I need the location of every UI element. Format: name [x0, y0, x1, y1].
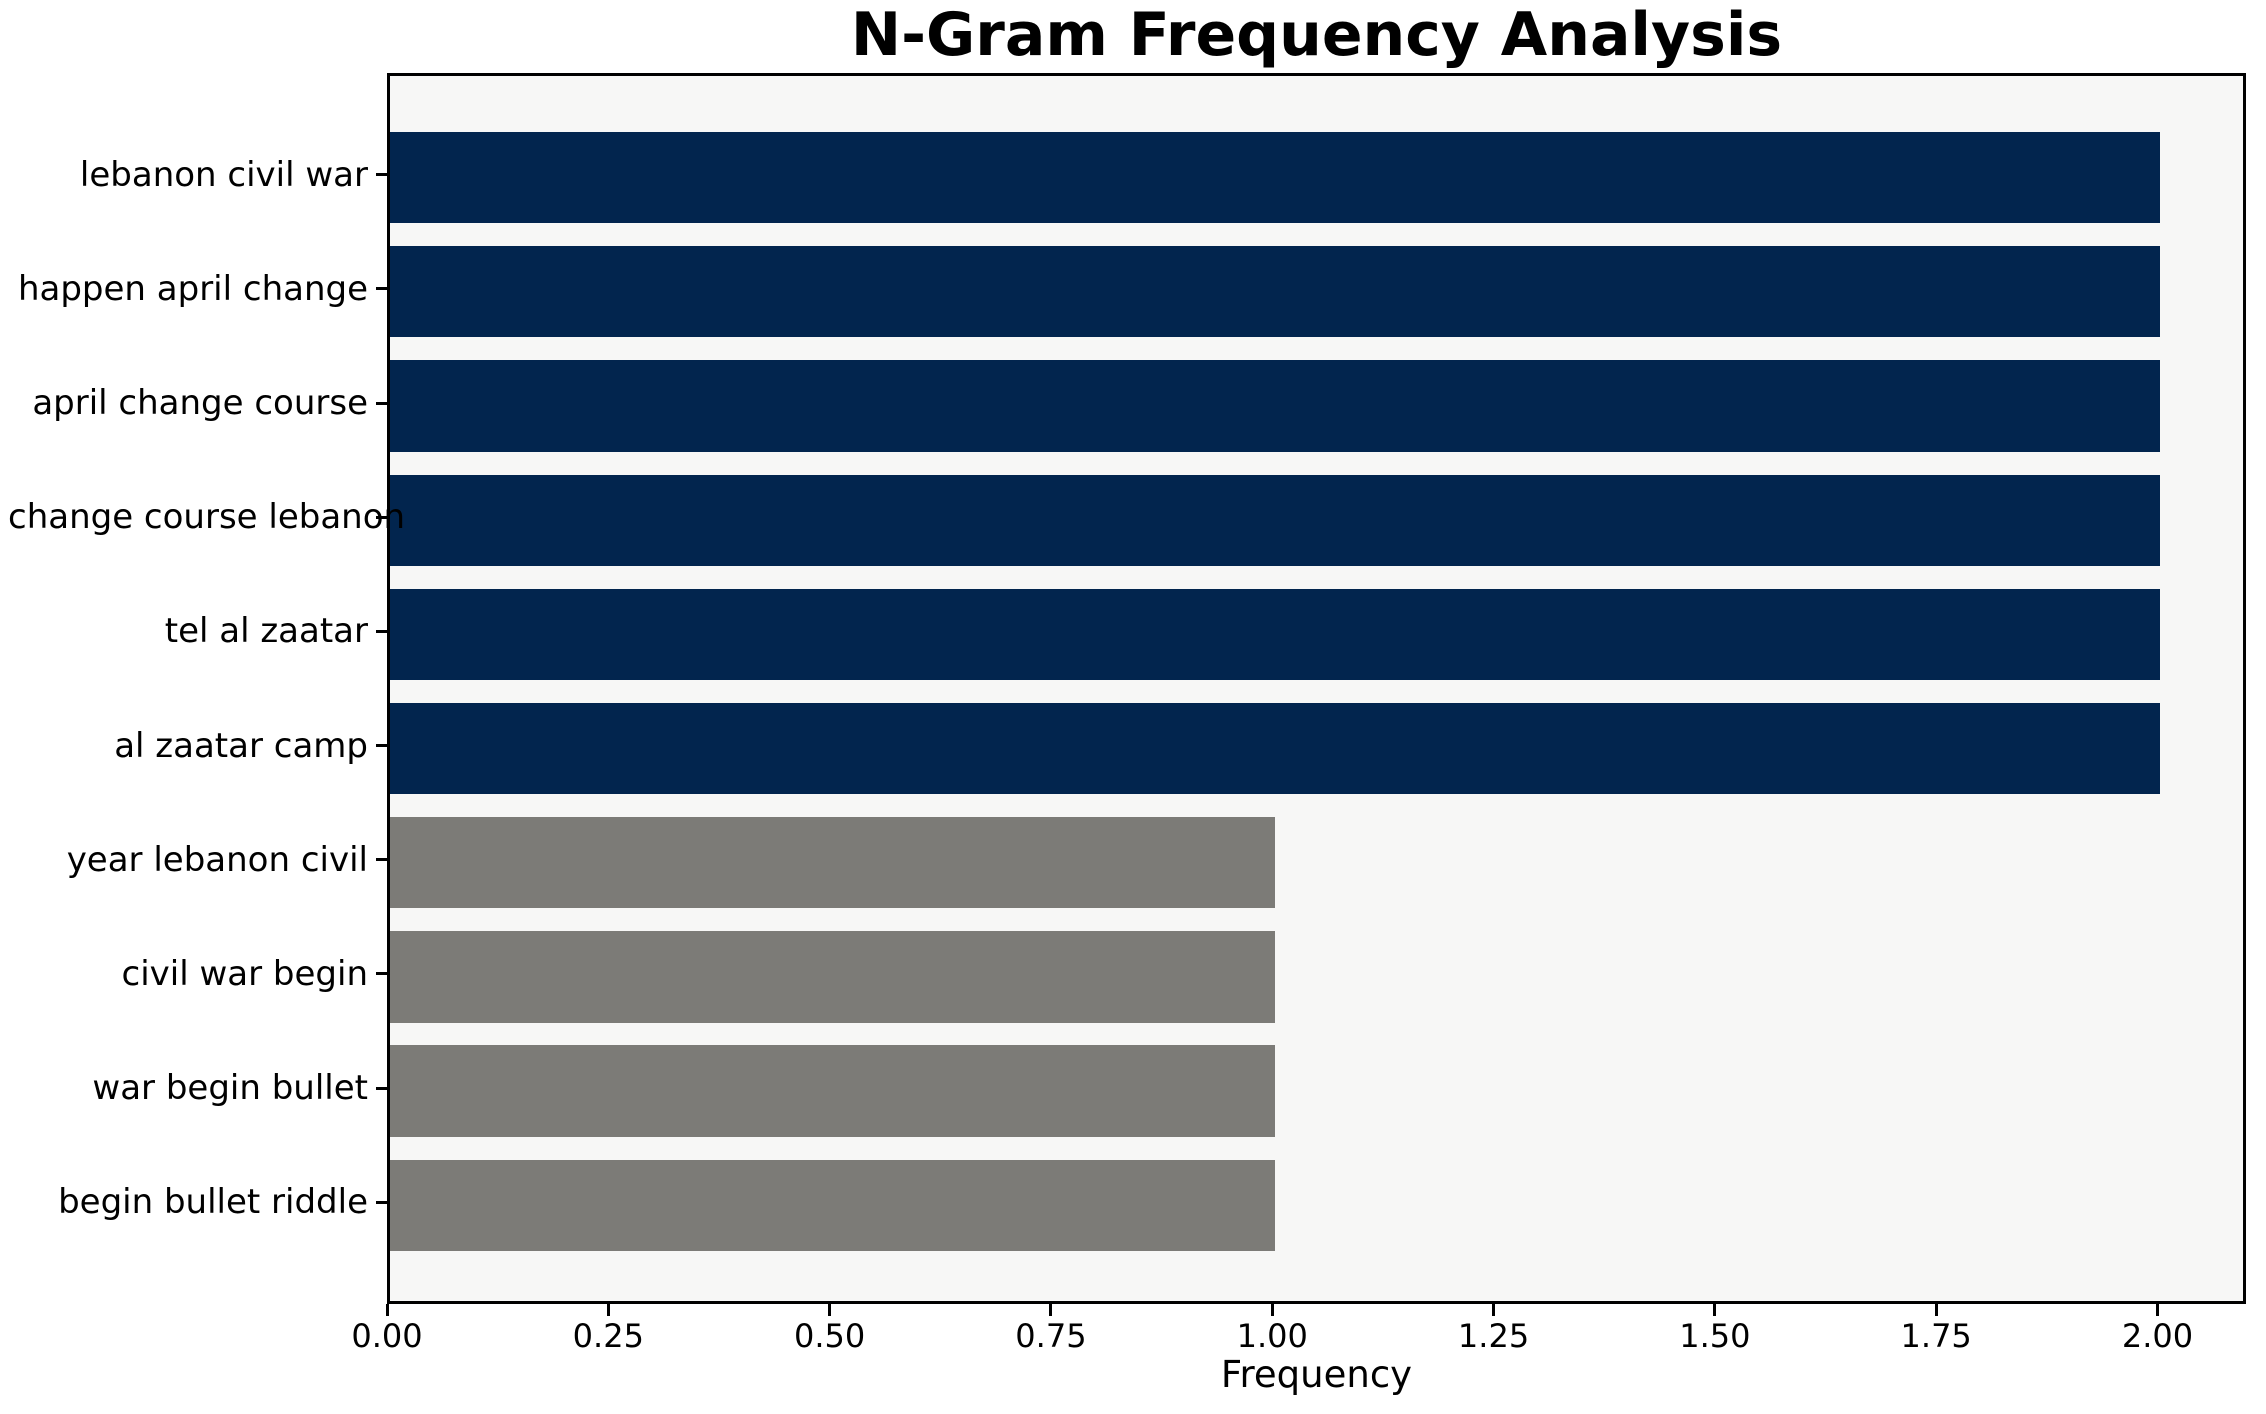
- x-tick-mark: [385, 1304, 389, 1316]
- frequency-bar: [390, 1159, 1276, 1252]
- y-tick-label: change course lebanon: [8, 497, 406, 538]
- x-tick-mark: [606, 1304, 610, 1316]
- y-tick-mark: [376, 1086, 387, 1090]
- y-tick-mark: [376, 401, 387, 405]
- y-tick-label: begin bullet riddle: [58, 1182, 368, 1223]
- x-tick-label: 2.00: [2121, 1317, 2194, 1355]
- y-tick-label: al zaatar camp: [114, 725, 368, 766]
- x-tick-mark: [828, 1304, 832, 1316]
- x-tick-mark: [2155, 1304, 2159, 1316]
- y-tick-mark: [376, 858, 387, 862]
- x-tick-mark: [1934, 1304, 1938, 1316]
- chart-title: N-Gram Frequency Analysis: [850, 0, 1783, 70]
- x-tick-label: 0.50: [793, 1317, 866, 1355]
- frequency-bar: [390, 246, 2161, 338]
- frequency-bar: [390, 474, 2161, 566]
- frequency-bar: [390, 588, 2161, 681]
- plot-area: [387, 73, 2246, 1304]
- x-tick-label: 1.00: [1236, 1317, 1308, 1355]
- frequency-bar: [390, 131, 2161, 224]
- y-tick-label: war begin bullet: [92, 1068, 368, 1109]
- y-tick-mark: [376, 972, 387, 976]
- x-tick-mark: [1492, 1304, 1496, 1316]
- x-tick-label: 1.75: [1900, 1317, 1972, 1355]
- x-tick-label: 0.25: [572, 1317, 644, 1355]
- x-tick-label: 0.00: [351, 1317, 423, 1355]
- y-tick-mark: [376, 1200, 387, 1204]
- frequency-bar: [390, 360, 2161, 452]
- y-tick-mark: [376, 287, 387, 291]
- y-tick-label: april change course: [32, 383, 368, 424]
- frequency-bar: [390, 817, 1276, 909]
- x-tick-mark: [1270, 1304, 1274, 1316]
- y-tick-label: year lebanon civil: [66, 839, 368, 880]
- bars-container: [390, 76, 2243, 1301]
- y-tick-mark: [376, 173, 387, 177]
- y-tick-mark: [376, 515, 387, 519]
- frequency-bar: [390, 931, 1276, 1023]
- x-tick-label: 1.50: [1679, 1317, 1751, 1355]
- y-tick-label: civil war begin: [121, 953, 368, 994]
- y-tick-mark: [376, 744, 387, 748]
- frequency-bar: [390, 702, 2161, 795]
- x-tick-label: 1.25: [1457, 1317, 1530, 1355]
- frequency-bar: [390, 1045, 1276, 1137]
- x-tick-label: 0.75: [1015, 1317, 1087, 1355]
- y-tick-label: tel al zaatar: [164, 611, 368, 652]
- x-tick-mark: [1049, 1304, 1053, 1316]
- y-tick-mark: [376, 629, 387, 633]
- x-tick-mark: [1713, 1304, 1717, 1316]
- y-tick-label: lebanon civil war: [79, 154, 368, 195]
- x-axis-title: Frequency: [1220, 1353, 1413, 1396]
- y-tick-label: happen april change: [17, 268, 368, 309]
